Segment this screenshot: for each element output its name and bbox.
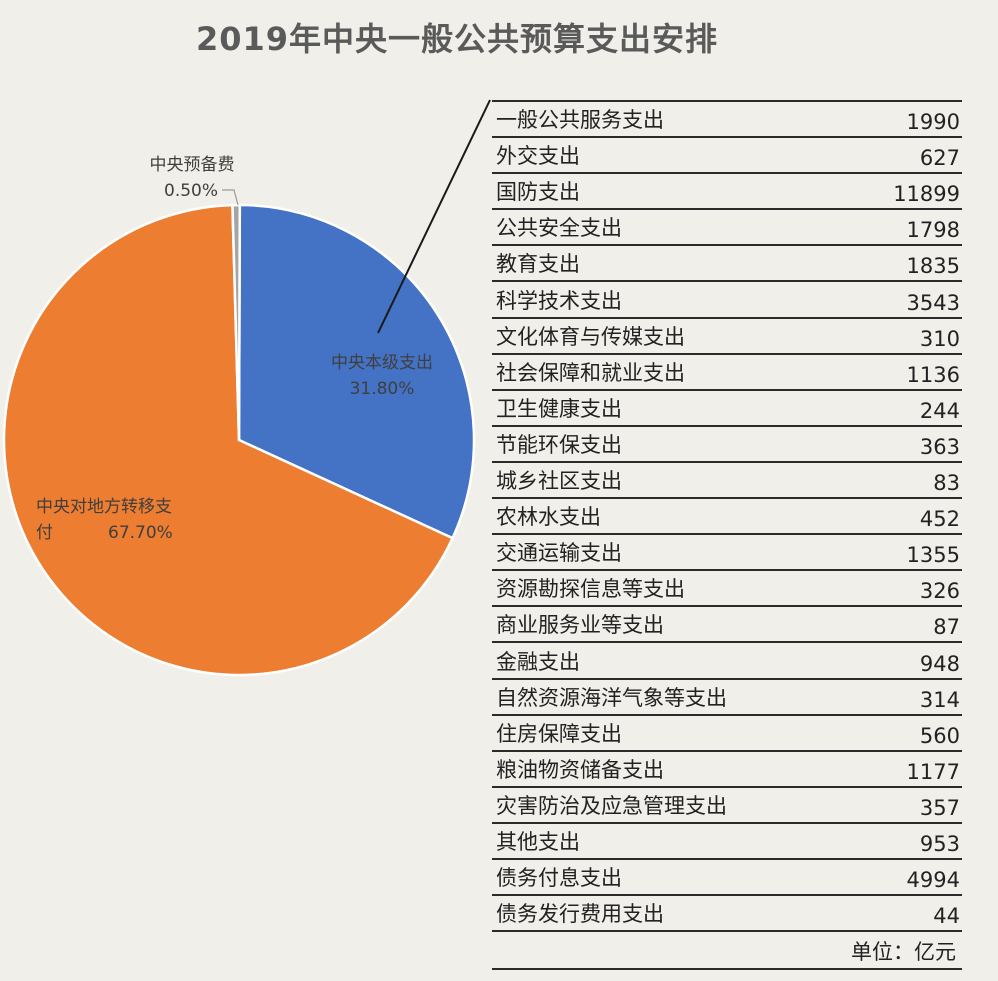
- table-row: 公共安全支出 1798: [492, 210, 962, 247]
- table-row: 文化体育与传媒支出 310: [492, 319, 962, 355]
- row-category: 农林水支出: [496, 505, 601, 530]
- table-row: 自然资源海洋气象等支出 314: [492, 680, 962, 716]
- row-category: 灾害防治及应急管理支出: [496, 793, 727, 818]
- row-category: 卫生健康支出: [496, 396, 622, 421]
- row-category: 粮油物资储备支出: [496, 757, 664, 782]
- row-value: 326: [919, 579, 960, 604]
- table-top-rule: [492, 100, 962, 102]
- row-value: 948: [919, 651, 960, 676]
- table-row: 国防支出 11899: [492, 174, 962, 211]
- chart-title: 2019年中央一般公共预算支出安排: [195, 20, 719, 58]
- row-value: 244: [919, 398, 960, 423]
- slice-label-central: 中央本级支出 31.80%: [331, 353, 433, 399]
- pie-slice-transfer: [2, 203, 455, 677]
- table-row: 商业服务业等支出 87: [492, 607, 962, 644]
- row-category: 外交支出: [496, 144, 580, 169]
- unit-label: 单位：亿元: [851, 940, 956, 964]
- row-value: 452: [919, 507, 960, 532]
- row-value: 83: [933, 471, 960, 496]
- row-value: 357: [919, 795, 960, 820]
- pie-slice-central: [237, 203, 476, 540]
- row-category: 其他支出: [496, 829, 580, 854]
- row-value: 1136: [906, 362, 960, 387]
- row-category: 债务发行费用支出: [496, 902, 664, 927]
- table-row: 卫生健康支出 244: [492, 391, 962, 427]
- table-row: 金融支出 948: [492, 643, 962, 680]
- table-row: 其他支出 953: [492, 824, 962, 860]
- row-category: 资源勘探信息等支出: [496, 577, 685, 602]
- table-row: 粮油物资储备支出 1177: [492, 752, 962, 788]
- table-row: 科学技术支出 3543: [492, 282, 962, 319]
- row-value: 1355: [906, 543, 960, 568]
- table-bottom-rule: [492, 968, 962, 970]
- table-row: 住房保障支出 560: [492, 716, 962, 752]
- table-row: 交通运输支出 1355: [492, 535, 962, 572]
- row-value: 44: [933, 904, 960, 929]
- table-row: 债务发行费用支出 44: [492, 896, 962, 933]
- row-value: 1990: [906, 110, 960, 135]
- row-category: 自然资源海洋气象等支出: [496, 685, 727, 710]
- table-row: 城乡社区支出 83: [492, 463, 962, 500]
- table-row: 资源勘探信息等支出 326: [492, 571, 962, 608]
- row-value: 560: [919, 723, 960, 748]
- row-category: 城乡社区支出: [496, 469, 622, 494]
- row-value: 4994: [906, 868, 960, 893]
- row-value: 627: [919, 146, 960, 171]
- row-category: 教育支出: [496, 252, 580, 277]
- row-category: 债务付息支出: [496, 866, 622, 891]
- row-category: 公共安全支出: [496, 216, 622, 241]
- row-value: 87: [933, 615, 960, 640]
- row-category: 一般公共服务支出: [496, 108, 664, 133]
- row-category: 节能环保支出: [496, 432, 622, 457]
- table-row: 节能环保支出 363: [492, 427, 962, 463]
- table-row: 农林水支出 452: [492, 499, 962, 536]
- row-value: 3543: [906, 290, 960, 315]
- row-value: 310: [919, 326, 960, 351]
- reserve-leader-line: [222, 189, 239, 206]
- row-value: 314: [919, 687, 960, 712]
- row-value: 953: [919, 831, 960, 856]
- row-category: 科学技术支出: [496, 288, 622, 313]
- row-value: 363: [919, 434, 960, 459]
- slice-label-transfer: 中央对地方转移支付 67.70%: [36, 497, 173, 543]
- row-category: 商业服务业等支出: [496, 613, 664, 638]
- table-row: 外交支出 627: [492, 138, 962, 175]
- row-category: 社会保障和就业支出: [496, 360, 685, 385]
- row-value: 1835: [906, 254, 960, 279]
- row-category: 国防支出: [496, 180, 580, 205]
- slice-label-reserve: 中央预备费 0.50%: [149, 155, 235, 201]
- callout-line: [377, 99, 491, 334]
- pie-slice-reserve: [231, 203, 242, 441]
- table-row: 社会保障和就业支出 1136: [492, 355, 962, 391]
- table-row: 教育支出 1835: [492, 246, 962, 283]
- row-value: 1177: [906, 759, 960, 784]
- row-category: 文化体育与传媒支出: [496, 324, 685, 349]
- row-category: 住房保障支出: [496, 721, 622, 746]
- table-row: 债务付息支出 4994: [492, 860, 962, 897]
- row-category: 交通运输支出: [496, 541, 622, 566]
- table-row: 灾害防治及应急管理支出 357: [492, 788, 962, 824]
- expenditure-table: 一般公共服务支出 1990 外交支出 627 国防支出 11899 公共安全支出 1798 教育…: [492, 100, 962, 933]
- row-value: 11899: [893, 182, 960, 207]
- row-value: 1798: [906, 218, 960, 243]
- table-row: 一般公共服务支出 1990: [492, 102, 962, 139]
- row-category: 金融支出: [496, 649, 580, 674]
